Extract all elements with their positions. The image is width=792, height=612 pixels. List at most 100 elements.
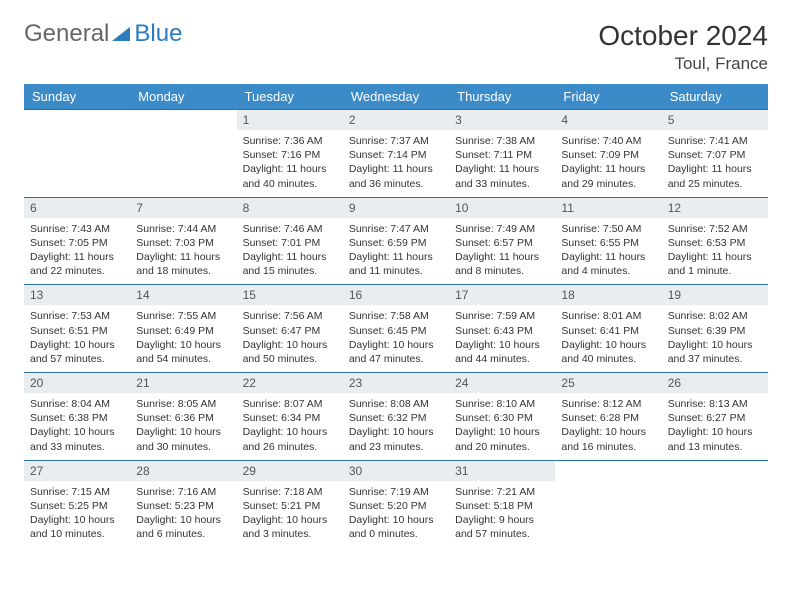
sunrise-text: Sunrise: 7:15 AM xyxy=(30,485,124,499)
sunrise-text: Sunrise: 7:58 AM xyxy=(349,309,443,323)
day-number: 6 xyxy=(24,198,130,218)
sunrise-text: Sunrise: 7:49 AM xyxy=(455,222,549,236)
sunset-text: Sunset: 5:20 PM xyxy=(349,499,443,513)
day-number: 15 xyxy=(237,285,343,305)
day-number: 2 xyxy=(343,110,449,130)
daylight-text: Daylight: 9 hours and 57 minutes. xyxy=(455,513,549,541)
day-details: Sunrise: 7:52 AMSunset: 6:53 PMDaylight:… xyxy=(662,218,768,285)
day-details: Sunrise: 8:08 AMSunset: 6:32 PMDaylight:… xyxy=(343,393,449,460)
col-monday: Monday xyxy=(130,84,236,110)
daylight-text: Daylight: 10 hours and 16 minutes. xyxy=(561,425,655,453)
col-tuesday: Tuesday xyxy=(237,84,343,110)
daylight-text: Daylight: 11 hours and 18 minutes. xyxy=(136,250,230,278)
sunrise-text: Sunrise: 8:13 AM xyxy=(668,397,762,411)
sunset-text: Sunset: 6:38 PM xyxy=(30,411,124,425)
day-number: 13 xyxy=(24,285,130,305)
sunrise-text: Sunrise: 8:04 AM xyxy=(30,397,124,411)
sunset-text: Sunset: 5:23 PM xyxy=(136,499,230,513)
day-details: Sunrise: 8:05 AMSunset: 6:36 PMDaylight:… xyxy=(130,393,236,460)
daylight-text: Daylight: 11 hours and 1 minute. xyxy=(668,250,762,278)
day-details: Sunrise: 7:56 AMSunset: 6:47 PMDaylight:… xyxy=(237,305,343,372)
day-number: 14 xyxy=(130,285,236,305)
calendar-row: 13Sunrise: 7:53 AMSunset: 6:51 PMDayligh… xyxy=(24,285,768,373)
day-number: 29 xyxy=(237,461,343,481)
daylight-text: Daylight: 10 hours and 33 minutes. xyxy=(30,425,124,453)
sunrise-text: Sunrise: 7:21 AM xyxy=(455,485,549,499)
day-details: Sunrise: 7:37 AMSunset: 7:14 PMDaylight:… xyxy=(343,130,449,197)
daylight-text: Daylight: 11 hours and 4 minutes. xyxy=(561,250,655,278)
title-block: October 2024 Toul, France xyxy=(598,20,768,74)
calendar-cell: 26Sunrise: 8:13 AMSunset: 6:27 PMDayligh… xyxy=(662,373,768,461)
day-number: 16 xyxy=(343,285,449,305)
day-details: Sunrise: 7:38 AMSunset: 7:11 PMDaylight:… xyxy=(449,130,555,197)
sunset-text: Sunset: 7:07 PM xyxy=(668,148,762,162)
sunrise-text: Sunrise: 7:46 AM xyxy=(243,222,337,236)
daylight-text: Daylight: 10 hours and 23 minutes. xyxy=(349,425,443,453)
day-number: 12 xyxy=(662,198,768,218)
daylight-text: Daylight: 10 hours and 10 minutes. xyxy=(30,513,124,541)
calendar-cell: 2Sunrise: 7:37 AMSunset: 7:14 PMDaylight… xyxy=(343,110,449,198)
sunrise-text: Sunrise: 7:50 AM xyxy=(561,222,655,236)
day-details: Sunrise: 7:47 AMSunset: 6:59 PMDaylight:… xyxy=(343,218,449,285)
calendar-cell: 3Sunrise: 7:38 AMSunset: 7:11 PMDaylight… xyxy=(449,110,555,198)
col-saturday: Saturday xyxy=(662,84,768,110)
day-details: Sunrise: 7:21 AMSunset: 5:18 PMDaylight:… xyxy=(449,481,555,548)
daylight-text: Daylight: 10 hours and 0 minutes. xyxy=(349,513,443,541)
sunset-text: Sunset: 7:03 PM xyxy=(136,236,230,250)
sunrise-text: Sunrise: 7:52 AM xyxy=(668,222,762,236)
day-details: Sunrise: 7:40 AMSunset: 7:09 PMDaylight:… xyxy=(555,130,661,197)
sunset-text: Sunset: 6:59 PM xyxy=(349,236,443,250)
sunrise-text: Sunrise: 7:44 AM xyxy=(136,222,230,236)
day-number: 31 xyxy=(449,461,555,481)
day-number: 20 xyxy=(24,373,130,393)
calendar-cell: 28Sunrise: 7:16 AMSunset: 5:23 PMDayligh… xyxy=(130,460,236,547)
calendar-cell: 15Sunrise: 7:56 AMSunset: 6:47 PMDayligh… xyxy=(237,285,343,373)
calendar-cell: 7Sunrise: 7:44 AMSunset: 7:03 PMDaylight… xyxy=(130,197,236,285)
daylight-text: Daylight: 10 hours and 57 minutes. xyxy=(30,338,124,366)
day-number: 22 xyxy=(237,373,343,393)
sunrise-text: Sunrise: 8:12 AM xyxy=(561,397,655,411)
calendar-cell: 19Sunrise: 8:02 AMSunset: 6:39 PMDayligh… xyxy=(662,285,768,373)
sunrise-text: Sunrise: 7:41 AM xyxy=(668,134,762,148)
day-number: 30 xyxy=(343,461,449,481)
calendar-cell: 27Sunrise: 7:15 AMSunset: 5:25 PMDayligh… xyxy=(24,460,130,547)
calendar-cell xyxy=(24,110,130,198)
calendar-cell: 31Sunrise: 7:21 AMSunset: 5:18 PMDayligh… xyxy=(449,460,555,547)
calendar-cell: 22Sunrise: 8:07 AMSunset: 6:34 PMDayligh… xyxy=(237,373,343,461)
sunset-text: Sunset: 6:53 PM xyxy=(668,236,762,250)
day-number: 1 xyxy=(237,110,343,130)
calendar-cell xyxy=(662,460,768,547)
day-details: Sunrise: 8:01 AMSunset: 6:41 PMDaylight:… xyxy=(555,305,661,372)
day-details: Sunrise: 7:58 AMSunset: 6:45 PMDaylight:… xyxy=(343,305,449,372)
day-number: 9 xyxy=(343,198,449,218)
sunset-text: Sunset: 6:30 PM xyxy=(455,411,549,425)
logo: GeneralBlue xyxy=(24,20,182,48)
sunrise-text: Sunrise: 8:10 AM xyxy=(455,397,549,411)
day-details: Sunrise: 8:02 AMSunset: 6:39 PMDaylight:… xyxy=(662,305,768,372)
calendar-cell: 21Sunrise: 8:05 AMSunset: 6:36 PMDayligh… xyxy=(130,373,236,461)
day-details: Sunrise: 7:49 AMSunset: 6:57 PMDaylight:… xyxy=(449,218,555,285)
daylight-text: Daylight: 11 hours and 29 minutes. xyxy=(561,162,655,190)
day-details: Sunrise: 7:55 AMSunset: 6:49 PMDaylight:… xyxy=(130,305,236,372)
day-number: 24 xyxy=(449,373,555,393)
day-number: 25 xyxy=(555,373,661,393)
sunrise-text: Sunrise: 7:16 AM xyxy=(136,485,230,499)
sunset-text: Sunset: 6:34 PM xyxy=(243,411,337,425)
daylight-text: Daylight: 10 hours and 40 minutes. xyxy=(561,338,655,366)
day-number: 10 xyxy=(449,198,555,218)
daylight-text: Daylight: 10 hours and 37 minutes. xyxy=(668,338,762,366)
day-details: Sunrise: 7:59 AMSunset: 6:43 PMDaylight:… xyxy=(449,305,555,372)
daylight-text: Daylight: 10 hours and 13 minutes. xyxy=(668,425,762,453)
calendar-cell: 8Sunrise: 7:46 AMSunset: 7:01 PMDaylight… xyxy=(237,197,343,285)
calendar-table: Sunday Monday Tuesday Wednesday Thursday… xyxy=(24,84,768,547)
sunset-text: Sunset: 7:14 PM xyxy=(349,148,443,162)
calendar-cell: 30Sunrise: 7:19 AMSunset: 5:20 PMDayligh… xyxy=(343,460,449,547)
day-details: Sunrise: 7:18 AMSunset: 5:21 PMDaylight:… xyxy=(237,481,343,548)
day-details: Sunrise: 7:41 AMSunset: 7:07 PMDaylight:… xyxy=(662,130,768,197)
sunset-text: Sunset: 6:28 PM xyxy=(561,411,655,425)
sunset-text: Sunset: 6:49 PM xyxy=(136,324,230,338)
calendar-cell: 10Sunrise: 7:49 AMSunset: 6:57 PMDayligh… xyxy=(449,197,555,285)
day-details: Sunrise: 7:44 AMSunset: 7:03 PMDaylight:… xyxy=(130,218,236,285)
sunset-text: Sunset: 7:09 PM xyxy=(561,148,655,162)
sunrise-text: Sunrise: 7:40 AM xyxy=(561,134,655,148)
